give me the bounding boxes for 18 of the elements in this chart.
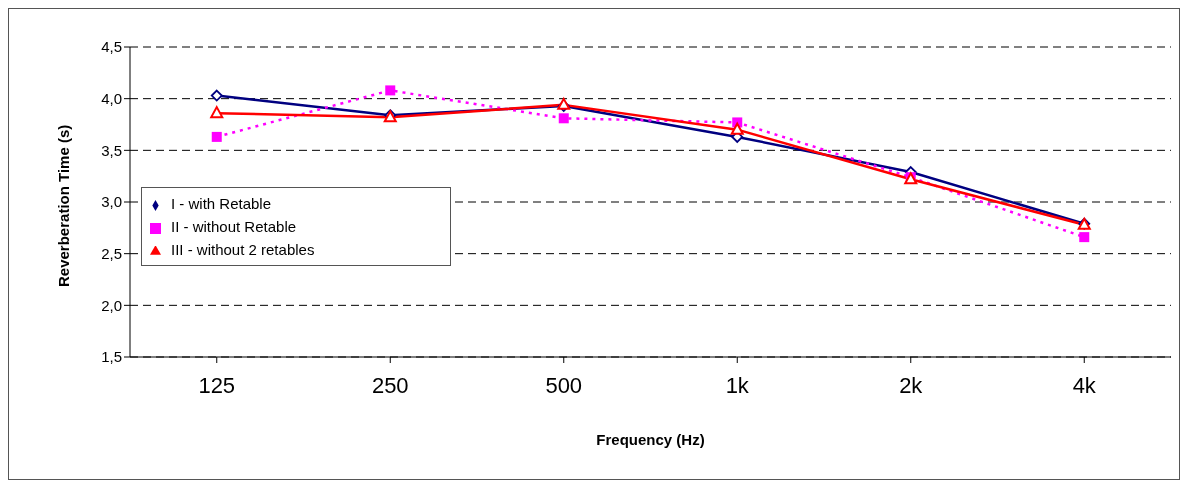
y-tick-label: 2,0 [101,296,122,314]
x-axis-title: Frequency (Hz) [596,431,705,448]
x-tick-label: 2k [899,372,924,398]
x-tick-label: 4k [1072,372,1097,398]
y-tick-label: 3,0 [101,193,122,211]
legend-label: I - with Retable [171,195,272,212]
y-tick-label: 3,5 [101,141,122,159]
legend-label: III - without 2 retables [171,241,315,258]
y-tick-label: 4,0 [101,89,122,107]
legend-label: II - without Retable [171,218,297,235]
x-tick-label: 250 [371,372,409,398]
y-tick-label: 2,5 [101,244,122,262]
y-tick-label: 4,5 [101,38,122,56]
y-tick-label: 1,5 [101,348,122,366]
y-axis-title: Reverberation Time (s) [55,124,73,287]
x-tick-label: 125 [198,372,236,398]
x-tick-label: 500 [545,372,583,398]
x-tick-label: 1k [725,372,750,398]
